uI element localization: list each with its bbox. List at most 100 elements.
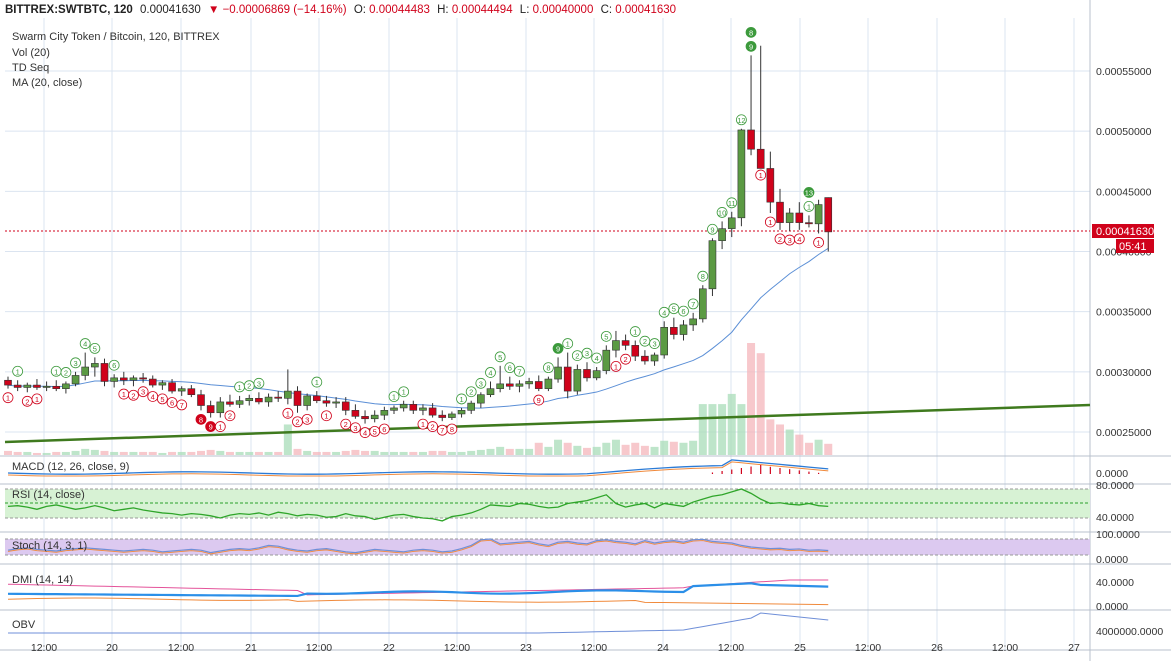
td-label-circle	[591, 352, 603, 364]
stoch-label[interactable]: Stoch (14, 3, 1)	[12, 540, 87, 552]
td-label-text: 4	[662, 308, 666, 317]
candle-up	[177, 388, 186, 392]
candle-down	[824, 197, 833, 233]
td-label: 9	[552, 342, 564, 354]
legend-vol[interactable]: Vol (20)	[12, 47, 50, 59]
candle-up	[679, 324, 688, 335]
volume-bar	[428, 450, 437, 455]
td-label-text: 6	[681, 307, 685, 316]
volume-bar	[679, 442, 688, 455]
candle-up	[737, 129, 746, 219]
td-label-text: 1	[392, 393, 396, 402]
header-down-arrow: ▼	[208, 4, 219, 16]
candle-up	[110, 377, 118, 382]
time-axis[interactable]: 12:00 20 12:00 21 12:00 22 12:00 23 12:00 24 12:00…	[31, 642, 1080, 654]
candle-up	[708, 240, 717, 290]
td-label-circle	[678, 305, 689, 317]
volume-bar	[293, 448, 302, 455]
candle-up	[486, 388, 495, 395]
td-label-text: 1	[807, 202, 811, 211]
candle-up	[264, 396, 273, 403]
macd-tick-0: 0.0000	[1096, 468, 1128, 480]
volume-bar	[486, 448, 495, 455]
td-label-text: 3	[73, 359, 77, 368]
time-tick-label: 27	[1068, 642, 1080, 654]
td-label-circle	[629, 326, 641, 337]
time-tick-label: 12:00	[855, 642, 881, 654]
volume-bar	[669, 441, 678, 455]
td-label-circle	[31, 393, 43, 405]
volume-bar	[148, 451, 157, 455]
td-label-circle	[12, 365, 24, 377]
obv-tick: 4000000.0000	[1096, 626, 1163, 638]
td-label-circle	[764, 216, 776, 228]
volume-bar	[689, 440, 698, 455]
candle-down	[293, 390, 302, 406]
dmi-minus-line	[7, 597, 829, 606]
td-label: 2	[639, 335, 651, 347]
candle-down	[534, 381, 543, 389]
volume-bar	[13, 451, 22, 455]
candle-down	[438, 414, 447, 418]
candle-up	[650, 354, 659, 362]
volume-bar	[225, 451, 234, 455]
rsi-label[interactable]: RSI (14, close)	[12, 489, 85, 501]
td-label: 4	[485, 367, 496, 378]
td-label-circle	[813, 237, 824, 248]
td-label-text: 3	[353, 424, 357, 433]
price-axis[interactable]: 0.000550000.000500000.000450000.00040000…	[1096, 66, 1152, 439]
td-label-circle	[89, 342, 101, 354]
volume-bar	[52, 451, 61, 455]
td-label: 1	[31, 393, 43, 405]
td-label: 1	[764, 216, 776, 228]
candle-down	[197, 394, 205, 406]
candle-up	[554, 366, 562, 380]
td-label-circle	[485, 367, 496, 378]
volume-bar	[554, 439, 563, 455]
legend-ma[interactable]: MA (20, close)	[12, 77, 82, 89]
candle-up	[235, 400, 244, 405]
volume-bar	[534, 442, 543, 455]
td-label: 7	[687, 298, 699, 310]
td-label-circle	[321, 410, 332, 422]
candle-up	[612, 340, 620, 351]
td-label-text: 9	[710, 225, 714, 234]
td-label: 7	[514, 365, 525, 377]
td-label: 3	[70, 357, 81, 369]
dmi-label[interactable]: DMI (14, 14)	[12, 574, 73, 586]
volume-bar	[766, 419, 775, 455]
td-label: 8	[195, 413, 207, 425]
macd-label[interactable]: MACD (12, 26, close, 9)	[12, 461, 129, 473]
legend-td[interactable]: TD Seq	[12, 62, 49, 74]
volume-bar	[71, 450, 80, 455]
trend-line[interactable]	[4, 403, 1091, 444]
td-label-circle	[398, 386, 410, 398]
obv-label[interactable]: OBV	[12, 619, 36, 631]
volume-bar	[727, 393, 736, 455]
td-label: 8	[697, 270, 709, 282]
volume-bar	[399, 451, 408, 455]
td-label-circle	[620, 353, 631, 365]
candle-up	[245, 398, 254, 402]
td-label-text: 1	[324, 412, 328, 421]
volume-bar	[747, 343, 756, 455]
candle-down	[4, 379, 12, 386]
td-label: 2	[21, 395, 33, 407]
td-label-text: 2	[344, 420, 348, 429]
candle-up	[785, 212, 794, 223]
legend-title[interactable]: Swarm City Token / Bitcoin, 120, BITTREX	[12, 31, 220, 43]
td-label: 3	[475, 377, 487, 389]
candle-up	[602, 349, 611, 371]
td-label-text: 7	[517, 367, 521, 376]
td-label-text: 1	[421, 420, 425, 429]
dmi-tick-0: 0.0000	[1096, 601, 1128, 613]
td-label-text: 4	[797, 235, 801, 244]
volume-bar	[776, 424, 784, 455]
td-label-circle	[224, 410, 236, 422]
td-label: 3	[301, 413, 313, 425]
td-label-circle	[282, 407, 294, 419]
macd-signal-line	[7, 461, 829, 477]
time-tick-label: 12:00	[444, 642, 470, 654]
